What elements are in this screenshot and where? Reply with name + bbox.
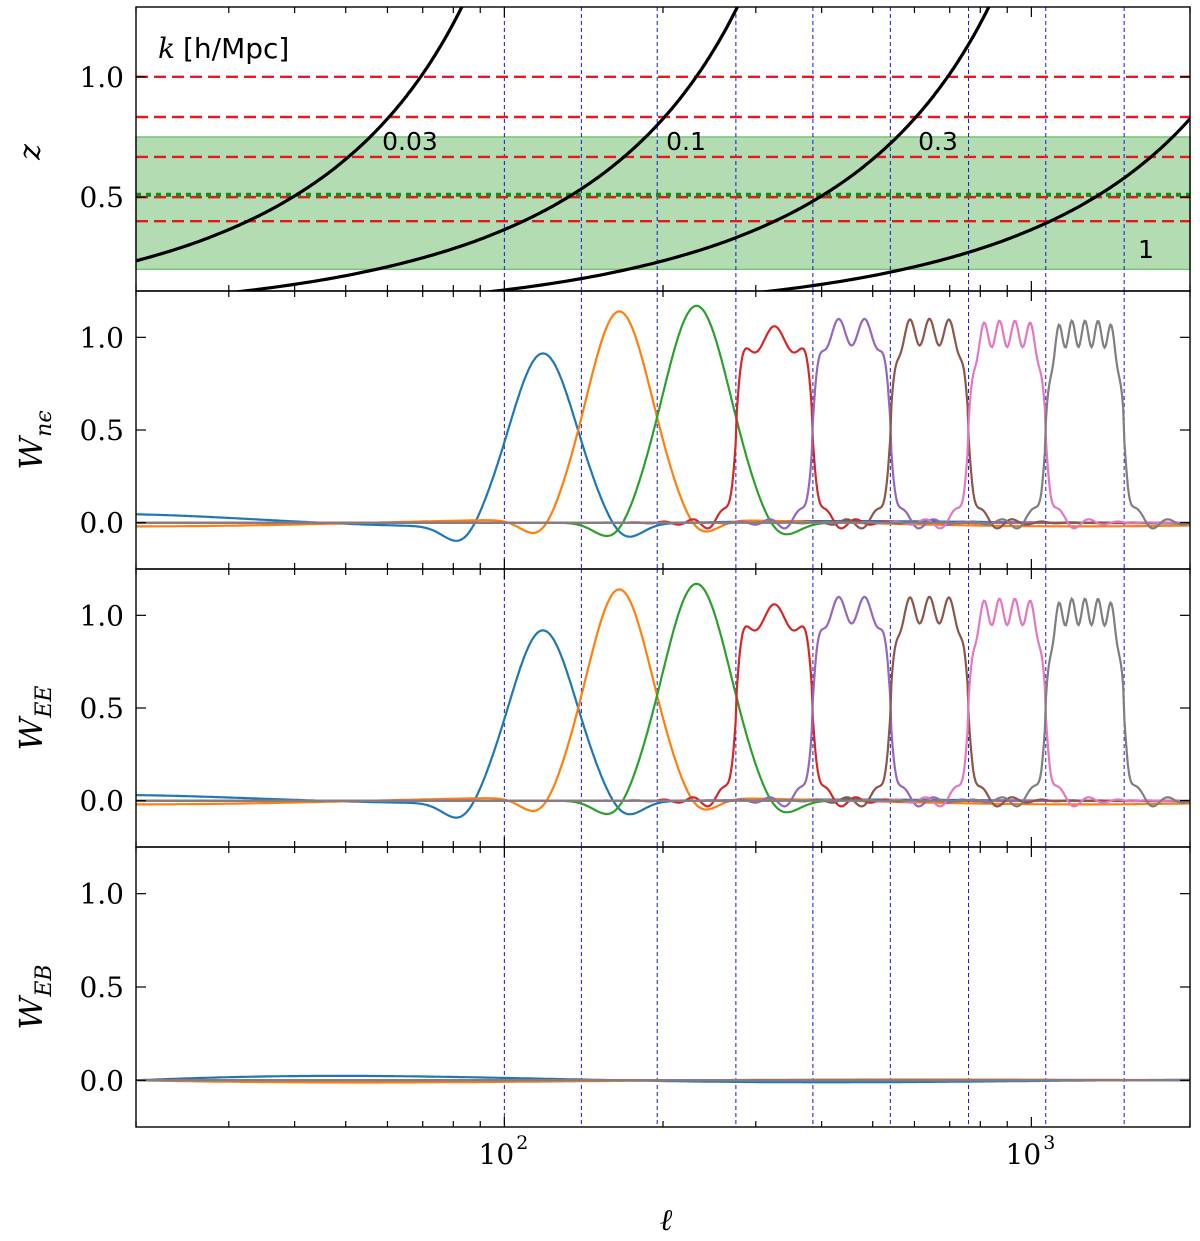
y-axis-subscript: nϵ [32, 410, 57, 437]
window-curve [136, 310, 1190, 535]
window-curve [136, 319, 1190, 530]
window-panel-ee: 0.0 0.5 1.0 WEE [12, 568, 1191, 848]
y-axis-label-window: Wnϵ [12, 410, 57, 469]
y-tick-label: 1.0 [79, 61, 124, 94]
y-tick-label: 0.5 [79, 971, 124, 1004]
x-tick-label: 10 [1006, 1138, 1042, 1171]
k-curve [481, 7, 991, 291]
y-tick-label: 0.5 [79, 414, 124, 447]
y-tick-label: 0.5 [79, 692, 124, 725]
y-axis-subscript: EE [32, 685, 57, 718]
redshift-band [135, 136, 1191, 271]
y-tick-label: 0.5 [79, 181, 124, 214]
x-axis-label: ℓ [660, 1203, 673, 1238]
k-curve [136, 7, 464, 263]
window-curve [136, 596, 1190, 808]
k-curve [230, 7, 740, 291]
y-axis-symbol: W [12, 434, 50, 470]
window-curve [136, 317, 1190, 530]
x-tick-label-exponent: 2 [516, 1132, 528, 1154]
window-curve [136, 304, 1190, 538]
panel-frame [135, 846, 1191, 1128]
figure-panels: 0.03 0.1 0.31k [h/Mpc]0.51.0z0.00.51.0Wnϵ0.… [12, 6, 1191, 1171]
window-curve [136, 317, 1190, 530]
x-tick-label: 10 [479, 1138, 515, 1171]
y-tick-label: 1.0 [79, 599, 124, 632]
k-curve-label: 0.1 [666, 127, 706, 156]
window-curve [136, 318, 1190, 530]
window-curve [136, 588, 1190, 813]
y-tick-label: 1.0 [79, 878, 124, 911]
window-curve [136, 352, 1190, 542]
window-curve [136, 325, 1190, 530]
y-axis-subscript: EB [32, 964, 57, 997]
k-curve-label: 1 [1138, 235, 1154, 264]
k-curve [757, 116, 1190, 291]
y-axis-label-window: WEE [12, 685, 57, 750]
redshift-panel: 0.03 0.1 0.3 1 k [h/Mpc] 0.5 1.0 z [13, 6, 1191, 292]
window-curve [136, 597, 1190, 808]
y-axis-label-window: WEB [12, 964, 57, 1029]
window-curve [136, 603, 1190, 808]
window-curve [136, 595, 1190, 808]
k-symbol: k [158, 32, 175, 65]
window-curve [136, 595, 1190, 808]
y-tick-label: 0.0 [79, 1064, 124, 1097]
k-unit: [h/Mpc] [183, 32, 289, 65]
k-unit-label: k [h/Mpc] [158, 32, 289, 65]
y-tick-label: 0.0 [79, 507, 124, 540]
y-tick-label: 0.0 [79, 785, 124, 818]
y-tick-label: 1.0 [79, 321, 124, 354]
x-tick-label-exponent: 3 [1043, 1132, 1055, 1154]
window-curve [136, 582, 1190, 816]
window-curve [136, 629, 1190, 819]
y-axis-symbol: W [12, 715, 50, 751]
k-curve-label: 0.3 [918, 127, 958, 156]
y-axis-label-z: z [13, 144, 48, 161]
k-curve-label: 0.03 [382, 127, 438, 156]
window-panel-nϵ: 0.0 0.5 1.0 Wnϵ [12, 290, 1191, 570]
y-axis-symbol: W [12, 994, 50, 1030]
